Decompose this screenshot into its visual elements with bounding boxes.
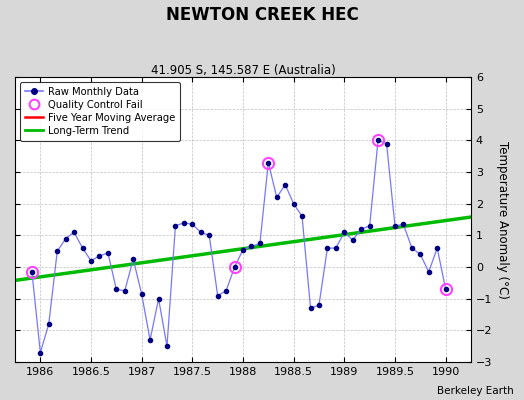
Text: Berkeley Earth: Berkeley Earth <box>437 386 514 396</box>
Legend: Raw Monthly Data, Quality Control Fail, Five Year Moving Average, Long-Term Tren: Raw Monthly Data, Quality Control Fail, … <box>20 82 180 141</box>
Text: NEWTON CREEK HEC: NEWTON CREEK HEC <box>166 6 358 24</box>
Title: 41.905 S, 145.587 E (Australia): 41.905 S, 145.587 E (Australia) <box>150 64 335 77</box>
Y-axis label: Temperature Anomaly (°C): Temperature Anomaly (°C) <box>496 141 509 298</box>
